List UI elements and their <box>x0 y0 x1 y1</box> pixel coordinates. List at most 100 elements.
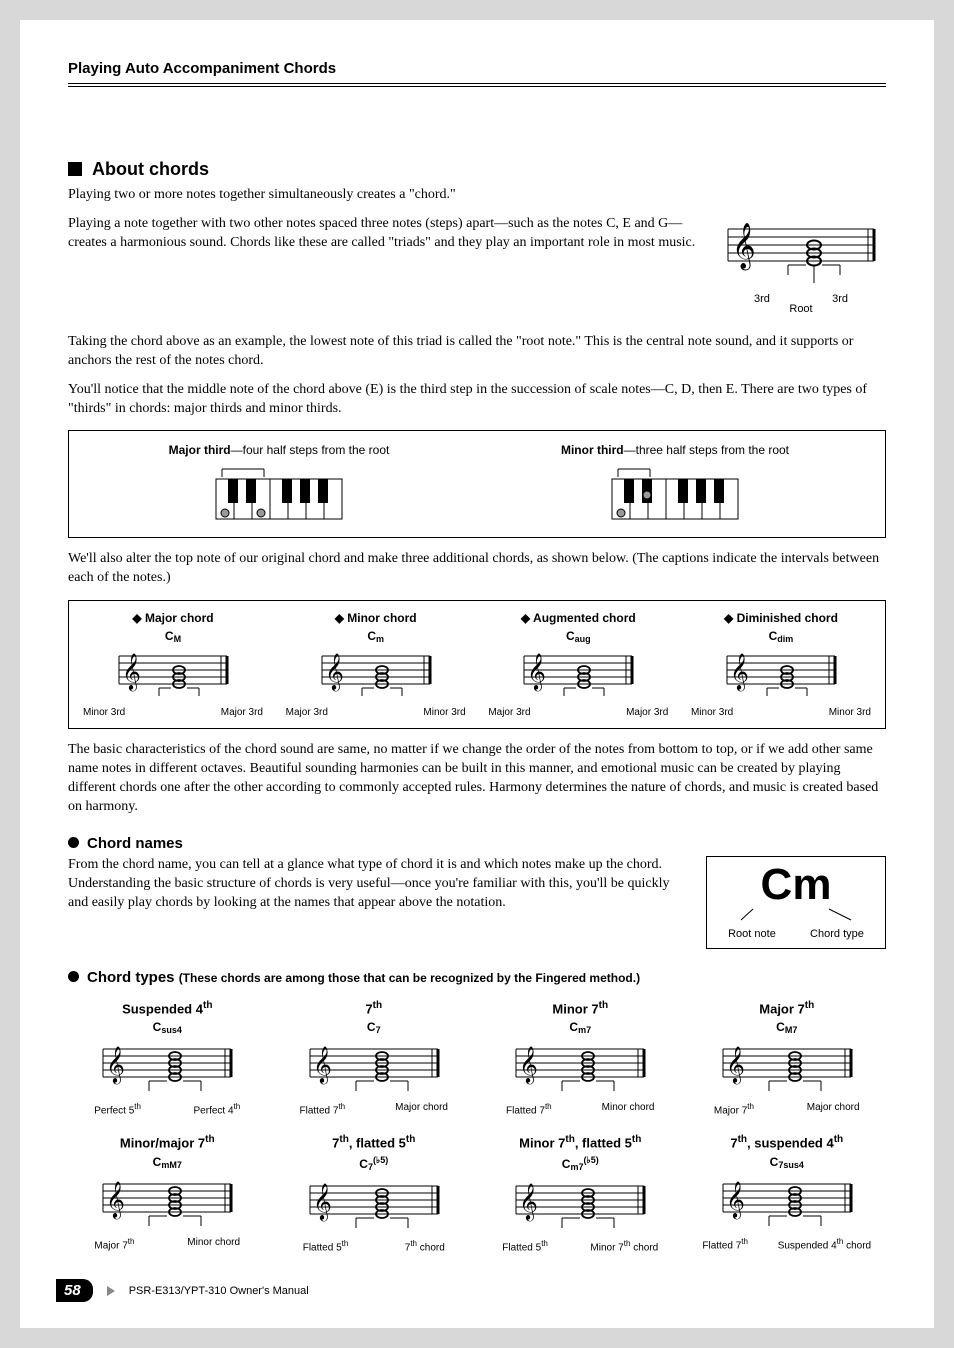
type-cell: 7th, suspended 4th C7sus4 𝄞 Flatted 7thS… <box>688 1134 887 1253</box>
type-staff-svg: 𝄞 <box>510 1174 650 1234</box>
chord4-symbol: Cm <box>280 629 472 644</box>
thirds-box: Major third—four half steps from the roo… <box>68 430 886 538</box>
chord-types-sub: (These chords are among those that can b… <box>179 971 640 985</box>
type-labels: Flatted 5th7th chord <box>275 1239 474 1253</box>
chord-staff-svg: 𝄞 <box>518 646 638 702</box>
svg-text:𝄞: 𝄞 <box>730 653 749 691</box>
type-cell: 7th, flatted 5th C7(♭5) 𝄞 Flatted 5th7th… <box>275 1134 474 1253</box>
about-p2: Playing a note together with two other n… <box>68 215 698 253</box>
types-grid: Suspended 4th Csus4 𝄞 Perfect 5thPerfect… <box>68 1000 886 1253</box>
chord4-col: ◆ Augmented chord Caug 𝄞 Major 3rdMajor … <box>482 611 674 718</box>
chord4-symbol: CM <box>77 629 269 644</box>
chord4-title: ◆ Diminished chord <box>685 611 877 625</box>
type-cell: Minor 7th, flatted 5th Cm7(♭5) 𝄞 Flatted… <box>481 1134 680 1253</box>
type-symbol: C7(♭5) <box>275 1155 474 1172</box>
type-title: Minor 7th <box>481 1000 680 1016</box>
svg-text:𝄞: 𝄞 <box>726 1181 745 1219</box>
type-labels: Major 7thMinor chord <box>68 1237 267 1251</box>
chord4-symbol: Cdim <box>685 629 877 644</box>
footer-model: PSR-E313/YPT-310 Owner's Manual <box>129 1285 309 1297</box>
type-staff-svg: 𝄞 <box>97 1172 237 1232</box>
round-bullet-icon <box>68 837 79 848</box>
type-cell: 7th C7 𝄞 Flatted 7thMajor chord <box>275 1000 474 1117</box>
svg-text:𝄞: 𝄞 <box>732 223 756 271</box>
type-staff-svg: 𝄞 <box>304 1174 444 1234</box>
type-cell: Major 7th CM7 𝄞 Major 7thMajor chord <box>688 1000 887 1117</box>
chord4-col: ◆ Major chord CM 𝄞 Minor 3rdMajor 3rd <box>77 611 269 718</box>
chord-staff-svg: 𝄞 <box>113 646 233 702</box>
minor-third-col: Minor third—three half steps from the ro… <box>493 443 857 527</box>
type-title: 7th, flatted 5th <box>275 1134 474 1150</box>
about-heading: About chords <box>68 159 886 180</box>
type-symbol: Cm7 <box>481 1020 680 1035</box>
footer-arrow-icon <box>107 1286 115 1296</box>
about-p1: Playing two or more notes together simul… <box>68 186 886 205</box>
svg-text:𝄞: 𝄞 <box>527 653 546 691</box>
cm-box: Cm Root note Chord type <box>706 856 886 949</box>
cm-root-label: Root note <box>728 928 776 940</box>
about-row: Playing a note together with two other n… <box>68 215 886 315</box>
chord4-title: ◆ Minor chord <box>280 611 472 625</box>
chord4-title: ◆ Major chord <box>77 611 269 625</box>
type-title: Suspended 4th <box>68 1000 267 1016</box>
staff-3rd-r: 3rd <box>832 293 848 305</box>
round-bullet-icon-2 <box>68 971 79 982</box>
piano-minor-svg <box>610 465 740 527</box>
staff-svg: 𝄞 <box>716 215 886 293</box>
minor-third-label: Minor third—three half steps from the ro… <box>493 443 857 457</box>
chord-types-heading: Chord types (These chords are among thos… <box>68 969 886 986</box>
svg-text:𝄞: 𝄞 <box>519 1183 538 1221</box>
chord4-symbol: Caug <box>482 629 674 644</box>
svg-text:𝄞: 𝄞 <box>313 1046 332 1084</box>
major-third-col: Major third—four half steps from the roo… <box>97 443 461 527</box>
type-staff-svg: 𝄞 <box>717 1172 857 1232</box>
p6: The basic characteristics of the chord s… <box>68 741 886 817</box>
svg-text:𝄞: 𝄞 <box>106 1181 125 1219</box>
chord4-intervals: Major 3rdMinor 3rd <box>280 707 472 718</box>
chord4-title: ◆ Augmented chord <box>482 611 674 625</box>
triad-staff: 𝄞 3rd 3rd Root <box>716 215 886 315</box>
page-number: 58 <box>56 1279 93 1302</box>
chord4-col: ◆ Diminished chord Cdim 𝄞 Minor 3rdMinor… <box>685 611 877 718</box>
chord4-box: ◆ Major chord CM 𝄞 Minor 3rdMajor 3rd ◆ … <box>68 600 886 729</box>
about-p4: You'll notice that the middle note of th… <box>68 381 886 419</box>
type-labels: Flatted 7thSuspended 4th chord <box>688 1237 887 1251</box>
svg-text:𝄞: 𝄞 <box>325 653 344 691</box>
type-labels: Flatted 5thMinor 7th chord <box>481 1239 680 1253</box>
type-staff-svg: 𝄞 <box>510 1037 650 1097</box>
svg-text:𝄞: 𝄞 <box>313 1183 332 1221</box>
cm-row: From the chord name, you can tell at a g… <box>68 856 886 949</box>
type-symbol: Csus4 <box>68 1020 267 1035</box>
type-symbol: C7sus4 <box>688 1155 887 1170</box>
cm-type-label: Chord type <box>810 928 864 940</box>
piano-major-svg <box>214 465 344 527</box>
type-title: Minor 7th, flatted 5th <box>481 1134 680 1150</box>
type-symbol: CmM7 <box>68 1155 267 1170</box>
type-staff-svg: 𝄞 <box>717 1037 857 1097</box>
footer: 58 PSR-E313/YPT-310 Owner's Manual <box>56 1279 309 1302</box>
type-title: Major 7th <box>688 1000 887 1016</box>
section-title: Playing Auto Accompaniment Chords <box>68 60 886 87</box>
type-symbol: CM7 <box>688 1020 887 1035</box>
p5: We'll also alter the top note of our ori… <box>68 550 886 588</box>
type-symbol: Cm7(♭5) <box>481 1155 680 1172</box>
cm-lines <box>711 907 881 921</box>
type-labels: Flatted 7thMajor chord <box>275 1102 474 1116</box>
type-staff-svg: 𝄞 <box>304 1037 444 1097</box>
square-bullet-icon <box>68 162 82 176</box>
chord-names-p: From the chord name, you can tell at a g… <box>68 856 690 913</box>
type-cell: Minor 7th Cm7 𝄞 Flatted 7thMinor chord <box>481 1000 680 1117</box>
svg-text:𝄞: 𝄞 <box>122 653 141 691</box>
chord-staff-svg: 𝄞 <box>721 646 841 702</box>
type-cell: Minor/major 7th CmM7 𝄞 Major 7thMinor ch… <box>68 1134 267 1253</box>
type-title: 7th, suspended 4th <box>688 1134 887 1150</box>
staff-3rd-l: 3rd <box>754 293 770 305</box>
staff-root: Root <box>789 303 812 315</box>
svg-text:𝄞: 𝄞 <box>519 1046 538 1084</box>
svg-text:𝄞: 𝄞 <box>726 1046 745 1084</box>
type-cell: Suspended 4th Csus4 𝄞 Perfect 5thPerfect… <box>68 1000 267 1117</box>
type-labels: Flatted 7thMinor chord <box>481 1102 680 1116</box>
chord4-intervals: Major 3rdMajor 3rd <box>482 707 674 718</box>
about-heading-text: About chords <box>92 159 209 179</box>
type-labels: Major 7thMajor chord <box>688 1102 887 1116</box>
